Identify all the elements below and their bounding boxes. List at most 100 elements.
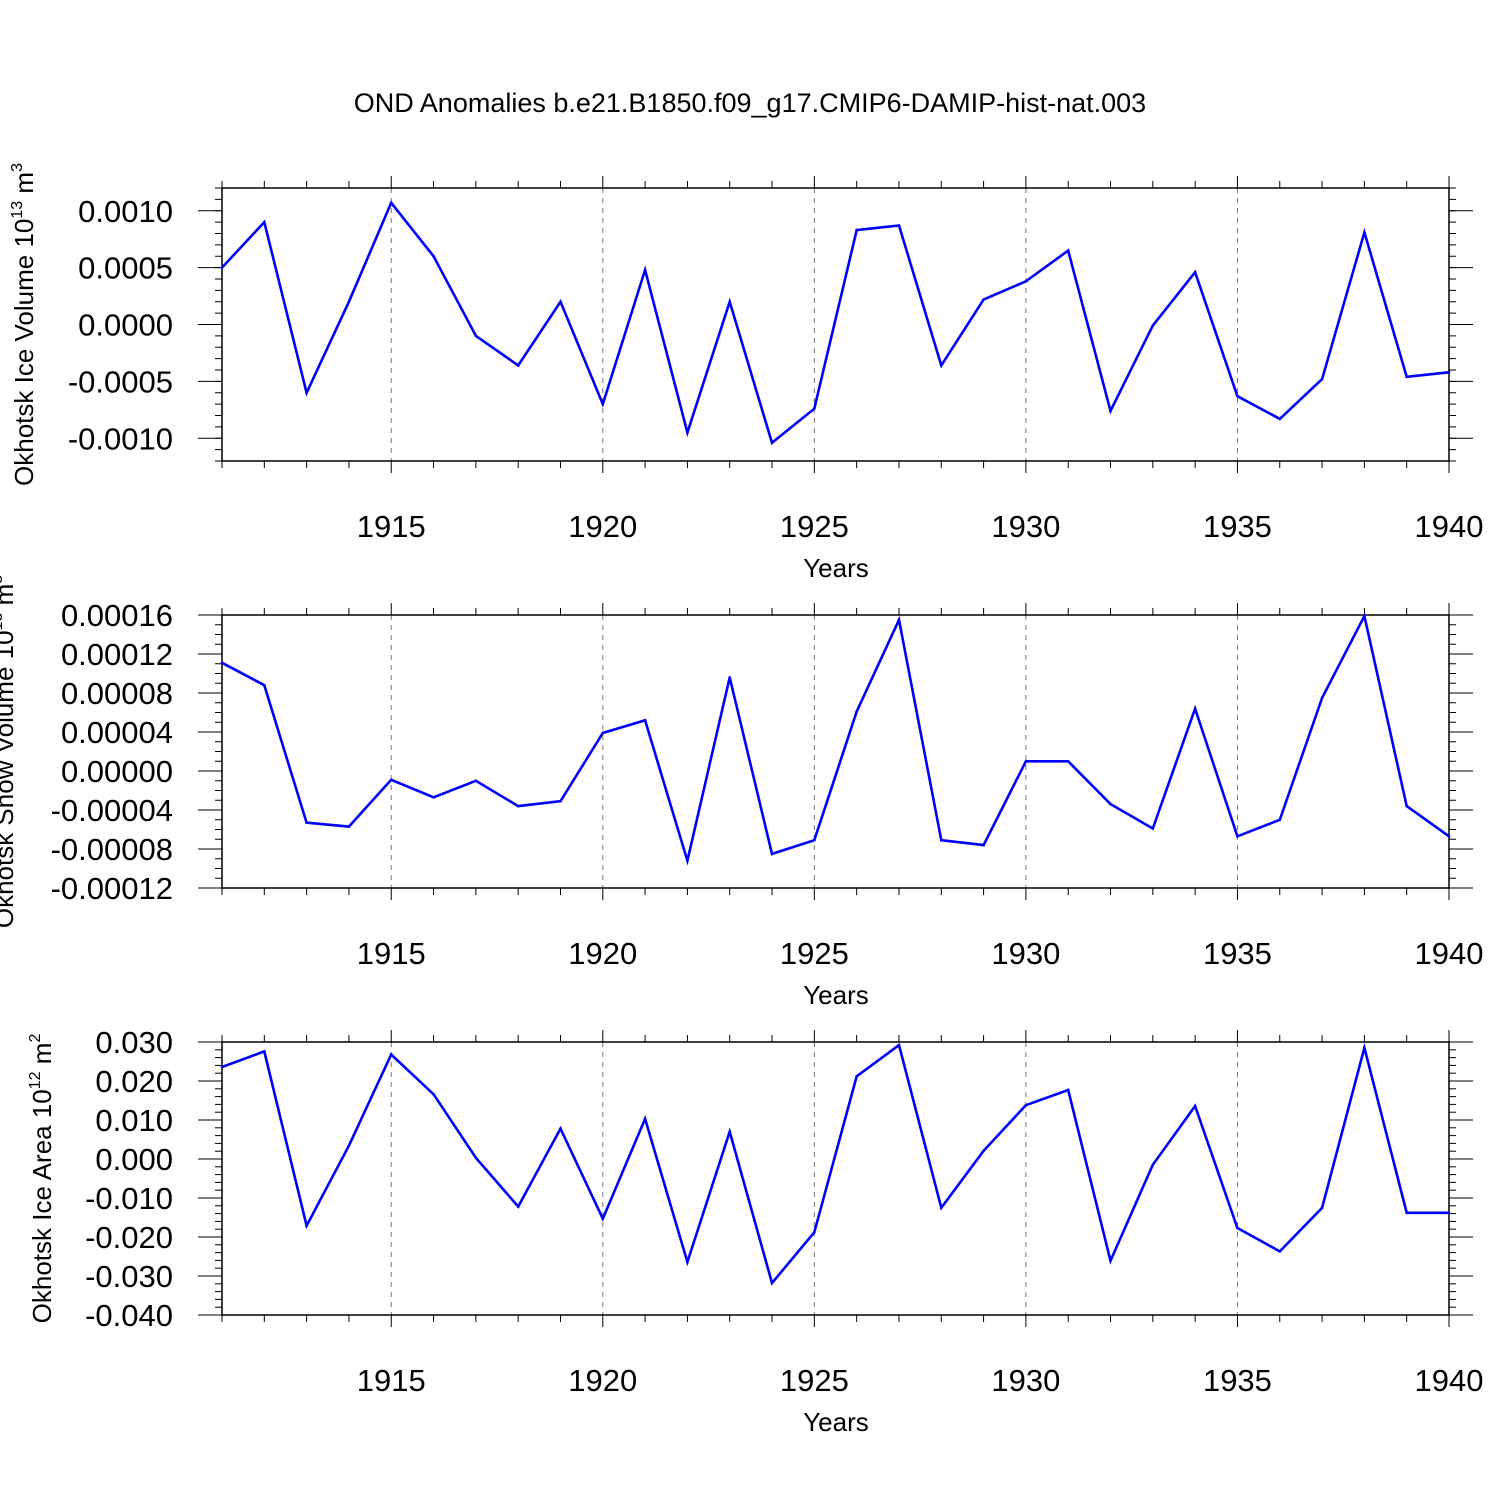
y-axis-label: Okhotsk Ice Area 1012 m2 <box>27 1034 57 1324</box>
y-tick-label: 0.010 <box>95 1103 173 1138</box>
x-tick-label: 1935 <box>1203 936 1272 971</box>
data-point-1930 <box>1024 1103 1028 1107</box>
data-point-1922 <box>686 859 689 862</box>
data-point-1932 <box>1109 1259 1112 1263</box>
x-tick-label: 1940 <box>1415 936 1484 971</box>
data-point-1931 <box>1066 1088 1070 1092</box>
x-tick-label: 1920 <box>568 936 637 971</box>
data-point-1938 <box>1363 614 1366 618</box>
y-tick-label: -0.030 <box>85 1259 173 1294</box>
plot-frame <box>221 1041 1450 1316</box>
data-point-1911 <box>220 661 224 665</box>
y-tick-label: -0.0005 <box>68 364 173 399</box>
chart-panel-3: -0.040 -0.030 -0.020 -0.010 0.000 0.010 0.020 0… <box>27 1025 1483 1437</box>
data-point-1917 <box>474 779 478 783</box>
y-tick-label: -0.020 <box>85 1220 173 1255</box>
data-point-1928 <box>939 1206 943 1210</box>
data-point-1912 <box>263 683 266 687</box>
data-point-1912 <box>263 1050 266 1053</box>
x-tick-label: 1915 <box>357 509 426 544</box>
y-tick-label: 0.00008 <box>61 676 173 711</box>
data-point-1915 <box>389 201 393 205</box>
data-point-1916 <box>432 1092 435 1096</box>
y-tick-label: 0.00004 <box>61 715 173 750</box>
data-point-1931 <box>1066 759 1070 763</box>
data-point-1930 <box>1024 279 1028 283</box>
data-point-1937 <box>1320 1206 1324 1210</box>
data-point-1929 <box>982 1149 985 1153</box>
y-tick-label: 0.030 <box>95 1025 173 1060</box>
data-point-1935 <box>1236 835 1239 838</box>
chart-panel-1: -0.0010 -0.0005 0.0000 0.0005 0.0010 1915 1920… <box>9 163 1483 583</box>
x-tick-label: 1940 <box>1415 509 1484 544</box>
data-point-1915 <box>389 1053 393 1056</box>
data-point-1917 <box>474 334 478 338</box>
y-axis-label: Okhotsk Snow Volume 1013 m3 <box>0 575 19 928</box>
data-point-1918 <box>516 804 520 808</box>
x-tick-label: 1925 <box>780 509 849 544</box>
x-tick-label: 1925 <box>780 1363 849 1398</box>
y-axis-label: Okhotsk Ice Volume 1013 m3 <box>9 163 39 486</box>
data-point-1924 <box>770 1281 774 1285</box>
data-point-1934 <box>1193 270 1197 274</box>
y-tick-label: 0.0000 <box>78 308 173 343</box>
data-point-1927 <box>897 1043 901 1047</box>
y-tick-label: 0.0005 <box>78 251 173 286</box>
y-tick-label: 0.0010 <box>78 194 173 229</box>
data-point-1940 <box>1447 370 1451 374</box>
data-point-1939 <box>1405 1211 1408 1215</box>
y-tick-label: -0.010 <box>85 1181 173 1216</box>
data-point-1936 <box>1278 818 1282 822</box>
data-point-1935 <box>1236 394 1239 398</box>
x-axis-label: Years <box>803 980 869 1010</box>
data-point-1919 <box>559 1127 562 1130</box>
data-point-1919 <box>559 300 562 304</box>
y-tick-label: -0.0010 <box>68 421 173 456</box>
chart-panel-2: -0.00012 -0.00008 -0.00004 0.00000 0.00004 0.… <box>0 575 1483 1010</box>
data-point-1925 <box>813 407 816 410</box>
y-tick-label: 0.000 <box>95 1142 173 1177</box>
data-point-1925 <box>813 1231 816 1234</box>
data-point-1937 <box>1320 377 1324 381</box>
data-point-1939 <box>1405 375 1408 379</box>
data-point-1924 <box>770 441 774 445</box>
data-point-1912 <box>263 220 266 224</box>
y-tick-label: -0.00012 <box>51 871 173 906</box>
x-tick-label: 1930 <box>991 509 1060 544</box>
data-point-1918 <box>516 1205 520 1208</box>
x-tick-label: 1935 <box>1203 1363 1272 1398</box>
data-point-1928 <box>939 838 943 842</box>
data-point-1921 <box>643 1117 647 1121</box>
y-tick-label: -0.00008 <box>51 832 173 867</box>
figure-title: OND Anomalies b.e21.B1850.f09_g17.CMIP6-… <box>354 88 1146 118</box>
data-point-1916 <box>432 254 435 258</box>
data-point-1928 <box>939 364 943 367</box>
data-point-1937 <box>1320 696 1324 700</box>
data-point-1940 <box>1447 835 1451 838</box>
data-point-1923 <box>728 300 732 304</box>
data-point-1940 <box>1447 1211 1451 1215</box>
y-tick-label: 0.00000 <box>61 754 173 789</box>
data-point-1934 <box>1193 707 1197 710</box>
data-point-1921 <box>643 268 647 272</box>
data-point-1918 <box>516 364 520 367</box>
data-point-1932 <box>1109 409 1112 413</box>
data-point-1913 <box>305 1224 308 1227</box>
data-point-1938 <box>1363 231 1366 234</box>
data-point-1926 <box>855 1075 858 1078</box>
data-series-line <box>221 612 1450 866</box>
data-point-1923 <box>728 676 732 679</box>
data-point-1911 <box>220 266 224 269</box>
x-tick-label: 1915 <box>357 1363 426 1398</box>
data-point-1923 <box>728 1130 732 1133</box>
y-tick-label: -0.00004 <box>51 793 173 828</box>
data-point-1919 <box>559 799 562 803</box>
data-point-1920 <box>601 731 605 735</box>
x-axis-label: Years <box>803 553 869 583</box>
data-point-1938 <box>1363 1046 1366 1050</box>
data-point-1925 <box>813 838 816 842</box>
data-point-1939 <box>1405 804 1408 808</box>
data-point-1920 <box>601 402 605 406</box>
x-tick-label: 1920 <box>568 1363 637 1398</box>
y-tick-label: -0.040 <box>85 1298 173 1333</box>
